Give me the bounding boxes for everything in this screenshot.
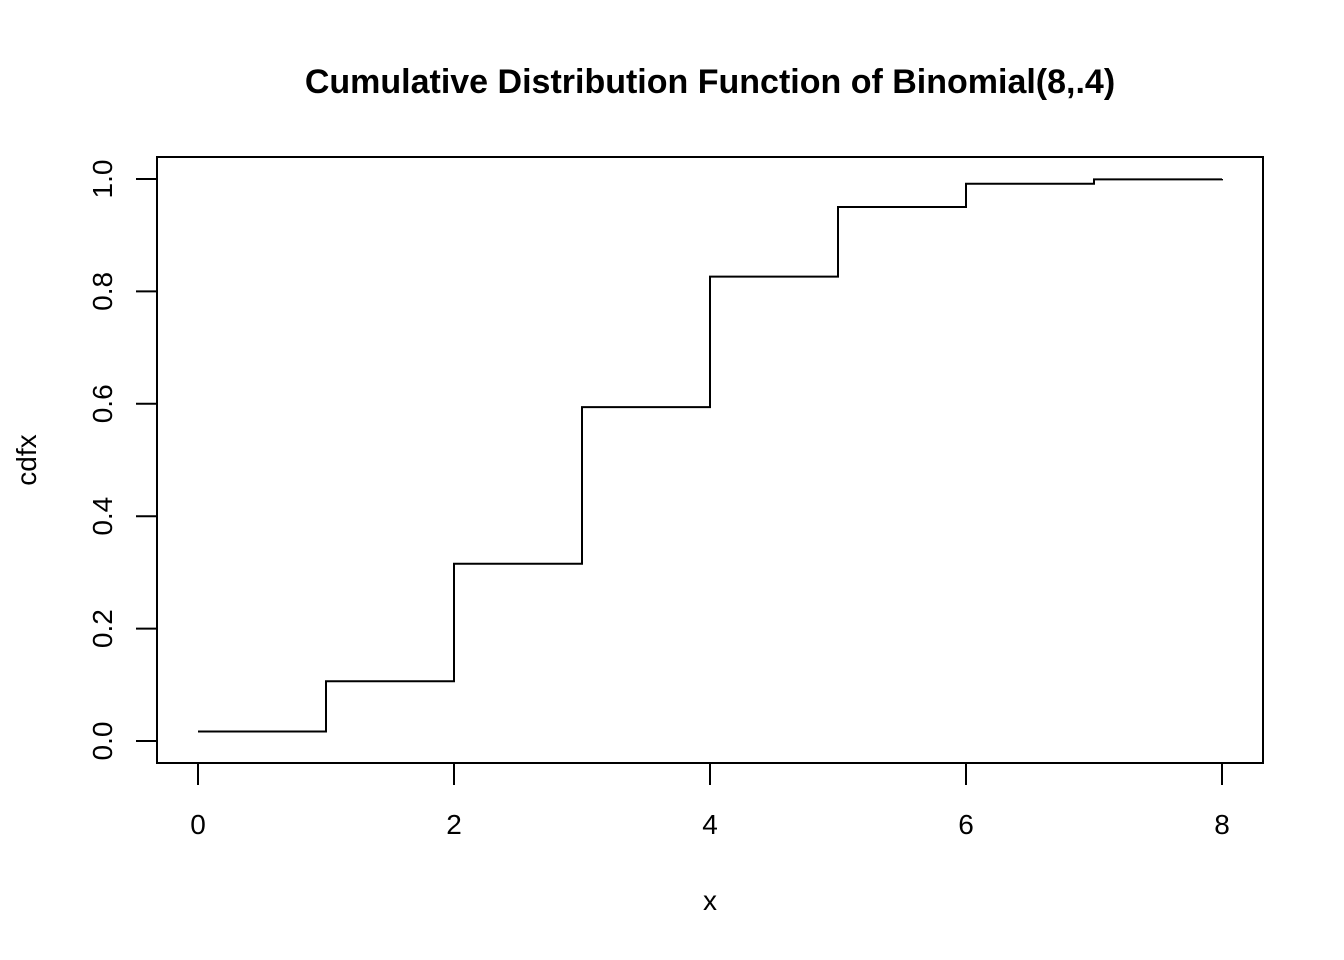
- x-tick-label: 6: [958, 809, 974, 840]
- plot-frame: [156, 156, 1264, 764]
- x-axis-title: x: [703, 885, 717, 916]
- y-tick-label: 0.8: [87, 272, 118, 311]
- x-tick-label: 0: [190, 809, 206, 840]
- y-axis-title: cdfx: [11, 434, 42, 485]
- y-tick-label: 0.4: [87, 497, 118, 536]
- series-layer: [198, 178, 1223, 733]
- y-tick-label: 0.6: [87, 384, 118, 423]
- y-tick-label: 1.0: [87, 160, 118, 199]
- chart-title: Cumulative Distribution Function of Bino…: [305, 63, 1115, 101]
- y-tick-label: 0.0: [87, 722, 118, 761]
- x-axis: 0 2 4 6 8: [190, 762, 1230, 840]
- x-tick-label: 4: [702, 809, 718, 840]
- y-axis: 0.0 0.2 0.4 0.6 0.8 1.0: [87, 160, 158, 761]
- x-tick-label: 8: [1214, 809, 1230, 840]
- cdf-step-line: [198, 178, 1223, 733]
- x-tick-label: 2: [446, 809, 462, 840]
- y-tick-label: 0.2: [87, 609, 118, 648]
